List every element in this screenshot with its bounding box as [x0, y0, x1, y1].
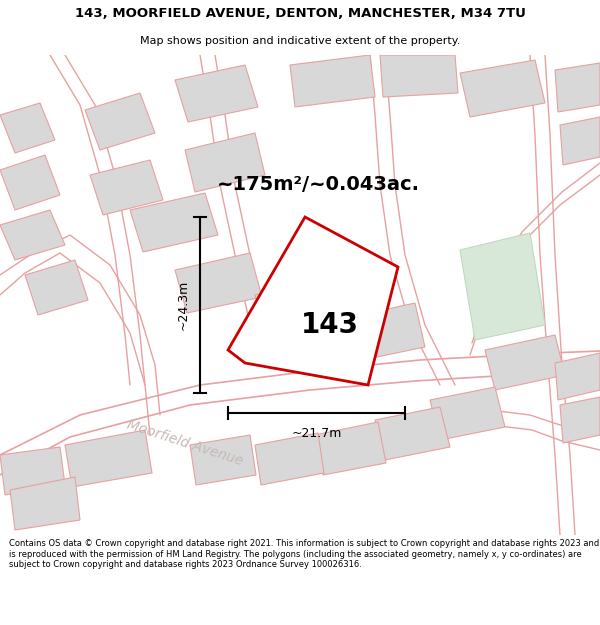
Text: Contains OS data © Crown copyright and database right 2021. This information is : Contains OS data © Crown copyright and d…: [9, 539, 599, 569]
Polygon shape: [65, 430, 152, 487]
Text: Map shows position and indicative extent of the property.: Map shows position and indicative extent…: [140, 36, 460, 46]
Polygon shape: [90, 160, 163, 215]
Polygon shape: [380, 55, 458, 97]
Polygon shape: [290, 55, 375, 107]
Polygon shape: [0, 103, 55, 153]
Polygon shape: [0, 155, 60, 210]
Polygon shape: [560, 397, 600, 443]
Polygon shape: [430, 387, 505, 440]
Polygon shape: [175, 65, 258, 122]
Polygon shape: [25, 260, 88, 315]
Text: 143: 143: [301, 311, 359, 339]
Polygon shape: [255, 278, 342, 340]
Text: ~21.7m: ~21.7m: [292, 427, 341, 440]
Polygon shape: [85, 93, 155, 150]
Polygon shape: [10, 477, 80, 530]
Polygon shape: [315, 422, 386, 475]
Text: Moorfield Avenue: Moorfield Avenue: [125, 418, 245, 468]
Text: ~24.3m: ~24.3m: [177, 280, 190, 330]
Polygon shape: [0, 210, 65, 260]
Polygon shape: [228, 217, 398, 385]
Polygon shape: [460, 233, 545, 340]
Polygon shape: [190, 435, 256, 485]
Polygon shape: [255, 433, 324, 485]
Text: ~175m²/~0.043ac.: ~175m²/~0.043ac.: [217, 176, 419, 194]
Polygon shape: [185, 133, 265, 192]
Polygon shape: [175, 253, 262, 313]
Polygon shape: [375, 407, 450, 460]
Polygon shape: [555, 353, 600, 400]
Polygon shape: [460, 60, 545, 117]
Polygon shape: [338, 303, 425, 363]
Polygon shape: [560, 117, 600, 165]
Polygon shape: [485, 335, 565, 390]
Polygon shape: [0, 447, 65, 495]
Text: 143, MOORFIELD AVENUE, DENTON, MANCHESTER, M34 7TU: 143, MOORFIELD AVENUE, DENTON, MANCHESTE…: [74, 8, 526, 20]
Polygon shape: [555, 63, 600, 112]
Polygon shape: [130, 193, 218, 252]
